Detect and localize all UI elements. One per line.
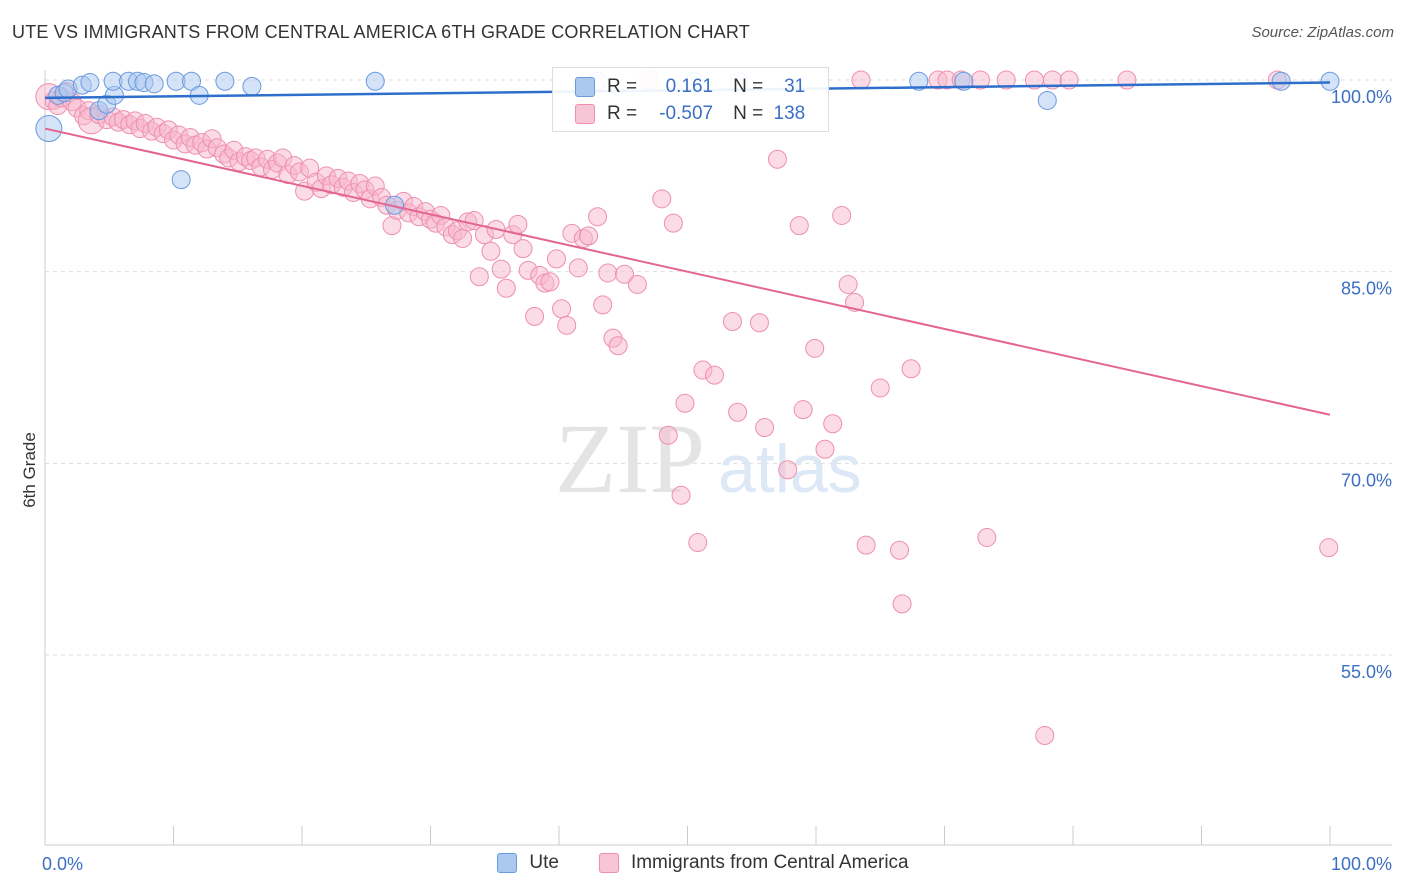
immigrants-point [671,485,691,505]
immigrants-point [557,315,577,335]
immigrants-point [627,274,647,294]
immigrants-point [588,207,608,227]
r-label: R = [607,76,638,97]
ute-n-value: 31 [784,76,806,97]
immigrants-point [793,400,813,420]
immigrants-point [996,70,1016,90]
ute-legend-icon [497,853,518,873]
immigrants-legend-icon [598,853,619,873]
immigrants-r-value: -0.507 [659,103,714,124]
immigrants-point [755,418,775,438]
y-tick-label: 70.0% [1341,470,1392,490]
ute-point [1271,71,1291,91]
ute-point [365,71,385,91]
immigrants-point [1319,538,1339,558]
immigrants-point [593,295,613,315]
immigrants-point [481,241,501,261]
immigrants-point [901,359,921,379]
y-tick-label: 55.0% [1341,662,1392,682]
legend-row-ute: R = 0.161 N = 31 [575,74,805,100]
immigrants-point [832,205,852,225]
immigrants-point [675,393,695,413]
immigrants-point [722,312,742,331]
immigrants-point [838,274,858,294]
source-credit: Source: ZipAtlas.com [1251,24,1394,41]
legend-row-immigrants: R = -0.507 N = 138 [575,101,805,127]
immigrants-point [615,264,635,284]
immigrants-point [704,365,724,385]
immigrants-point [663,213,683,233]
r-label: R = [607,103,638,124]
y-axis-label: 6th Grade [20,432,39,508]
immigrants-point [568,258,588,278]
y-tick-label: 85.0% [1341,279,1392,299]
immigrants-point [658,425,678,445]
ute-point [144,74,164,94]
chart-title: UTE VS IMMIGRANTS FROM CENTRAL AMERICA 6… [12,22,750,42]
immigrants-point [525,306,545,326]
y-tick-label: 100.0% [1331,87,1392,107]
immigrants-n-value: 138 [773,103,806,124]
series-legend: Ute Immigrants from Central America [0,852,1406,874]
immigrants-point [856,535,876,555]
immigrants-point [778,460,798,480]
immigrants-point [815,439,835,459]
immigrants-point [767,149,787,169]
ute-point [909,71,929,91]
immigrants-point [552,299,572,319]
ute-point [1037,90,1057,110]
immigrants-point [805,338,825,358]
legend-item-ute[interactable]: Ute [497,852,559,874]
ute-point [242,76,262,96]
trend-lines [44,81,1331,416]
immigrants-point [688,533,708,553]
immigrants-point [892,594,912,614]
immigrants-point [851,70,871,90]
axes [44,70,1392,846]
watermark: ZIP atlas [555,403,862,514]
immigrants-point [823,414,843,434]
ute-r-value: 0.161 [665,76,714,97]
immigrants-point [508,214,528,234]
immigrants-point [469,267,489,287]
ute-point [215,71,235,91]
correlation-legend: R = 0.161 N = 31 R = -0.507 N = 138 [552,67,829,132]
immigrants-point [845,292,865,312]
immigrants-point [728,402,748,422]
immigrants-point [540,272,560,292]
n-label: N = [733,103,764,124]
ute-point [171,170,191,190]
x-tick-label: 100.0% [1331,854,1392,874]
tick-labels: 100.0% 85.0% 70.0% 55.0% 0.0% 100.0% [42,87,1392,874]
x-tick-label: 0.0% [42,854,83,874]
immigrants-point [977,527,997,547]
immigrants-point [652,189,672,209]
immigrants-point [453,228,473,248]
immigrants-point [579,226,599,246]
immigrants-point [789,216,809,236]
n-label: N = [733,76,764,97]
immigrants-point [513,239,533,259]
immigrants-point [496,278,516,298]
immigrants-point [491,259,511,279]
immigrants-point [890,540,910,560]
immigrants-point [546,249,566,269]
immigrants-point [749,313,769,333]
legend-immigrants-label: Immigrants from Central America [630,852,909,873]
ute-swatch-icon [575,77,595,97]
immigrants-point [608,336,628,356]
ute-point [80,73,100,93]
immigrants-point [598,263,618,283]
series-immigrants-points [35,70,1339,745]
ute-point [1320,71,1340,91]
immigrants-point [870,378,890,398]
legend-item-immigrants[interactable]: Immigrants from Central America [598,852,909,874]
immigrants-swatch-icon [575,104,595,124]
legend-ute-label: Ute [529,852,559,873]
immigrants-point [1035,726,1055,745]
immigrants-trend-line [44,127,1331,416]
